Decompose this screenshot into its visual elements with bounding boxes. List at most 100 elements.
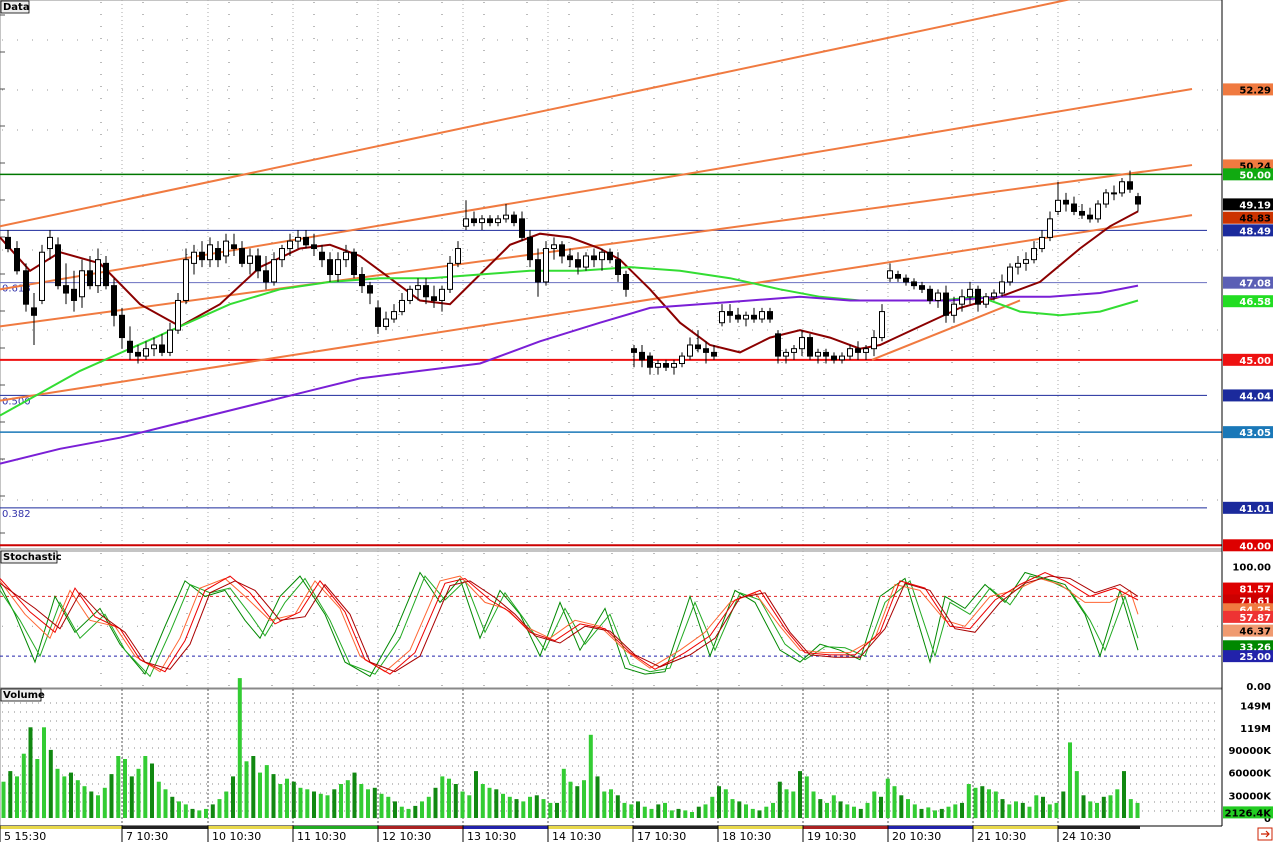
volume-bar xyxy=(784,789,789,818)
candle xyxy=(767,307,773,323)
volume-bar xyxy=(224,791,229,818)
volume-bar xyxy=(534,795,539,818)
candle xyxy=(583,252,589,271)
candle xyxy=(127,326,133,360)
stochastic-panel-tab[interactable] xyxy=(0,550,58,564)
volume-bar xyxy=(312,791,316,818)
time-label-6: 14 10:30 xyxy=(552,830,601,842)
volume-bar xyxy=(170,796,175,818)
svg-text:25.00: 25.00 xyxy=(1239,652,1271,663)
candle xyxy=(423,278,429,305)
stochastic-axis-label-1: 81.57 xyxy=(1223,582,1273,596)
candle xyxy=(79,259,85,308)
candle xyxy=(255,248,261,279)
svg-text:49.19: 49.19 xyxy=(1239,200,1271,211)
candle xyxy=(119,307,125,349)
stochastic-line-3 xyxy=(0,571,1139,675)
price-panel[interactable]: 0.618 0.500 0.382 Data xyxy=(0,0,1223,550)
candle xyxy=(919,281,925,294)
svg-text:46.37: 46.37 xyxy=(1239,627,1271,638)
volume-bar xyxy=(690,812,694,818)
candle xyxy=(591,248,597,268)
candle xyxy=(279,244,285,268)
volume-bar xyxy=(129,776,134,818)
trend-line-1[interactable] xyxy=(0,88,1193,291)
candle xyxy=(935,289,941,308)
candle xyxy=(495,215,501,227)
price-axis-label-4: 48.83 xyxy=(1223,211,1273,225)
candle xyxy=(511,211,517,227)
candle xyxy=(575,252,581,275)
candle xyxy=(831,352,837,364)
candle xyxy=(471,211,477,227)
svg-text:41.01: 41.01 xyxy=(1239,504,1271,515)
trend-line-2[interactable] xyxy=(0,164,1193,328)
session-strip-0 xyxy=(0,826,122,829)
candle xyxy=(5,229,11,253)
svg-text:44.04: 44.04 xyxy=(1239,391,1271,402)
candle xyxy=(95,248,101,294)
candle xyxy=(159,333,165,357)
candle xyxy=(103,255,109,290)
svg-text:45.00: 45.00 xyxy=(1239,356,1271,367)
volume-bar xyxy=(1054,802,1059,818)
volume-bar xyxy=(798,771,802,818)
volume-bar xyxy=(426,796,431,818)
volume-bar xyxy=(28,727,33,819)
volume-bar xyxy=(1135,802,1140,818)
session-strip-3 xyxy=(293,826,378,829)
candle xyxy=(231,233,237,256)
volume-bar xyxy=(467,795,472,818)
volume-bar xyxy=(1128,799,1133,818)
volume-bar xyxy=(217,799,222,818)
price-axis-label-3: 49.19 xyxy=(1223,198,1273,211)
volume-bar xyxy=(514,799,519,818)
price-axis-label-5: 48.49 xyxy=(1223,224,1273,237)
candle xyxy=(903,274,909,286)
fib-label-2: 0.382 xyxy=(2,509,31,520)
volume-bar xyxy=(285,778,289,818)
volume-bar xyxy=(339,784,343,818)
candle xyxy=(311,233,317,256)
stochastic-axis-label-4: 57.87 xyxy=(1223,610,1273,624)
candle xyxy=(1047,211,1053,242)
trend-line-3[interactable] xyxy=(0,214,1193,402)
volume-bar xyxy=(683,810,688,818)
volume-bar xyxy=(717,786,721,818)
candle xyxy=(959,289,965,312)
volume-bar xyxy=(946,806,951,818)
stochastic-line-0 xyxy=(0,571,1139,678)
price-axis-label-10: 43.05 xyxy=(1223,426,1273,439)
volume-panel[interactable]: Volume xyxy=(0,678,1223,827)
candle xyxy=(207,237,213,268)
volume-bar xyxy=(116,756,121,818)
stochastic-panel[interactable]: Stochastic xyxy=(0,550,1223,689)
candles xyxy=(5,170,1141,375)
data-panel-tab[interactable] xyxy=(0,0,30,14)
volume-bar xyxy=(960,802,964,818)
volume-panel-tab[interactable] xyxy=(0,688,42,702)
trend-line-0[interactable] xyxy=(0,0,1071,228)
candle xyxy=(543,241,549,286)
trend-line-4[interactable] xyxy=(871,299,1021,361)
volume-bar xyxy=(332,789,337,818)
candle xyxy=(167,322,173,357)
candle xyxy=(1071,196,1077,216)
volume-bar xyxy=(352,772,357,818)
price-axis-label-0: 52.29 xyxy=(1223,83,1273,96)
session-strip-4 xyxy=(378,826,463,829)
candle xyxy=(415,278,421,301)
session-strip-11 xyxy=(973,826,1058,829)
volume-bar xyxy=(487,787,492,819)
candle xyxy=(727,304,733,323)
fib-label-0: 0.618 xyxy=(2,284,31,295)
volume-bar xyxy=(413,805,418,818)
scroll-corner-button[interactable] xyxy=(1257,827,1273,841)
candle xyxy=(679,352,685,368)
candle xyxy=(55,237,61,290)
svg-text:48.49: 48.49 xyxy=(1239,226,1271,237)
volume-bar xyxy=(710,796,715,818)
volume-bar xyxy=(811,791,816,818)
volume-bar xyxy=(696,806,701,818)
volume-bar xyxy=(892,786,897,818)
